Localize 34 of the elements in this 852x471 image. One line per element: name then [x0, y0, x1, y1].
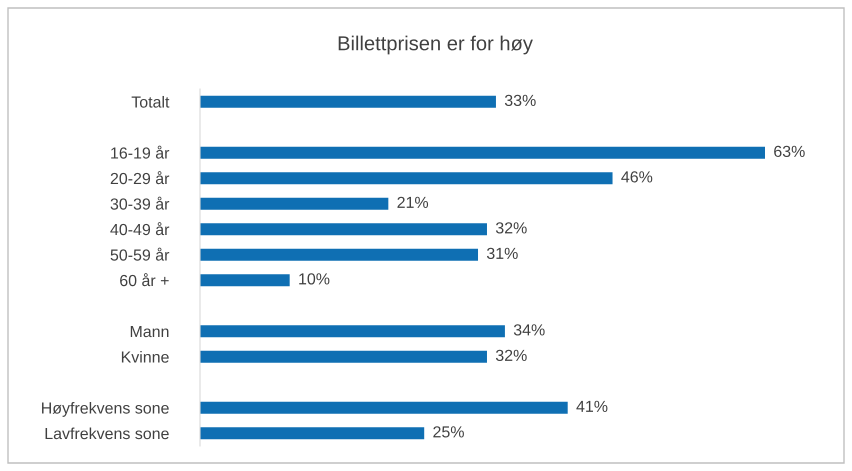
- data-label: 31%: [486, 248, 518, 260]
- bar: [200, 198, 388, 210]
- data-label: 63%: [774, 146, 805, 158]
- y-tick-label: 50-59 år: [110, 248, 170, 261]
- bar: [200, 427, 424, 440]
- y-tick-label: 30-39 år: [110, 196, 170, 210]
- bar: [200, 172, 613, 184]
- data-label: 10%: [299, 273, 330, 285]
- data-label: 34%: [514, 324, 545, 336]
- y-tick-label: 20-29 år: [110, 171, 170, 184]
- bar: [200, 350, 487, 363]
- y-tick-label: Kvinne: [122, 350, 169, 363]
- y-tick-label: 40-49 år: [110, 222, 170, 236]
- data-label: 25%: [433, 426, 464, 438]
- data-label: 33%: [504, 94, 536, 106]
- y-tick-label: Mann: [130, 326, 168, 338]
- data-label: 21%: [397, 196, 428, 208]
- data-label: 32%: [496, 222, 527, 234]
- bar: [200, 96, 496, 108]
- bar: [200, 146, 765, 159]
- y-tick-label: Lavfrekvens sone: [46, 427, 169, 440]
- bar: [200, 325, 505, 338]
- bar: [200, 248, 478, 261]
- y-tick-label: Totalt: [132, 96, 170, 108]
- y-tick-label: Høyfrekvens sone: [42, 402, 169, 417]
- bar: [200, 402, 568, 414]
- data-label: 32%: [496, 350, 527, 362]
- data-label: 41%: [576, 400, 608, 412]
- y-tick-label: 16-19 år: [111, 146, 170, 159]
- bar: [200, 223, 487, 236]
- chart-title: Billettprisen er for høy: [338, 36, 533, 54]
- data-label: 46%: [621, 171, 652, 183]
- y-tick-label: 60 år +: [120, 273, 169, 286]
- bar: [200, 274, 290, 286]
